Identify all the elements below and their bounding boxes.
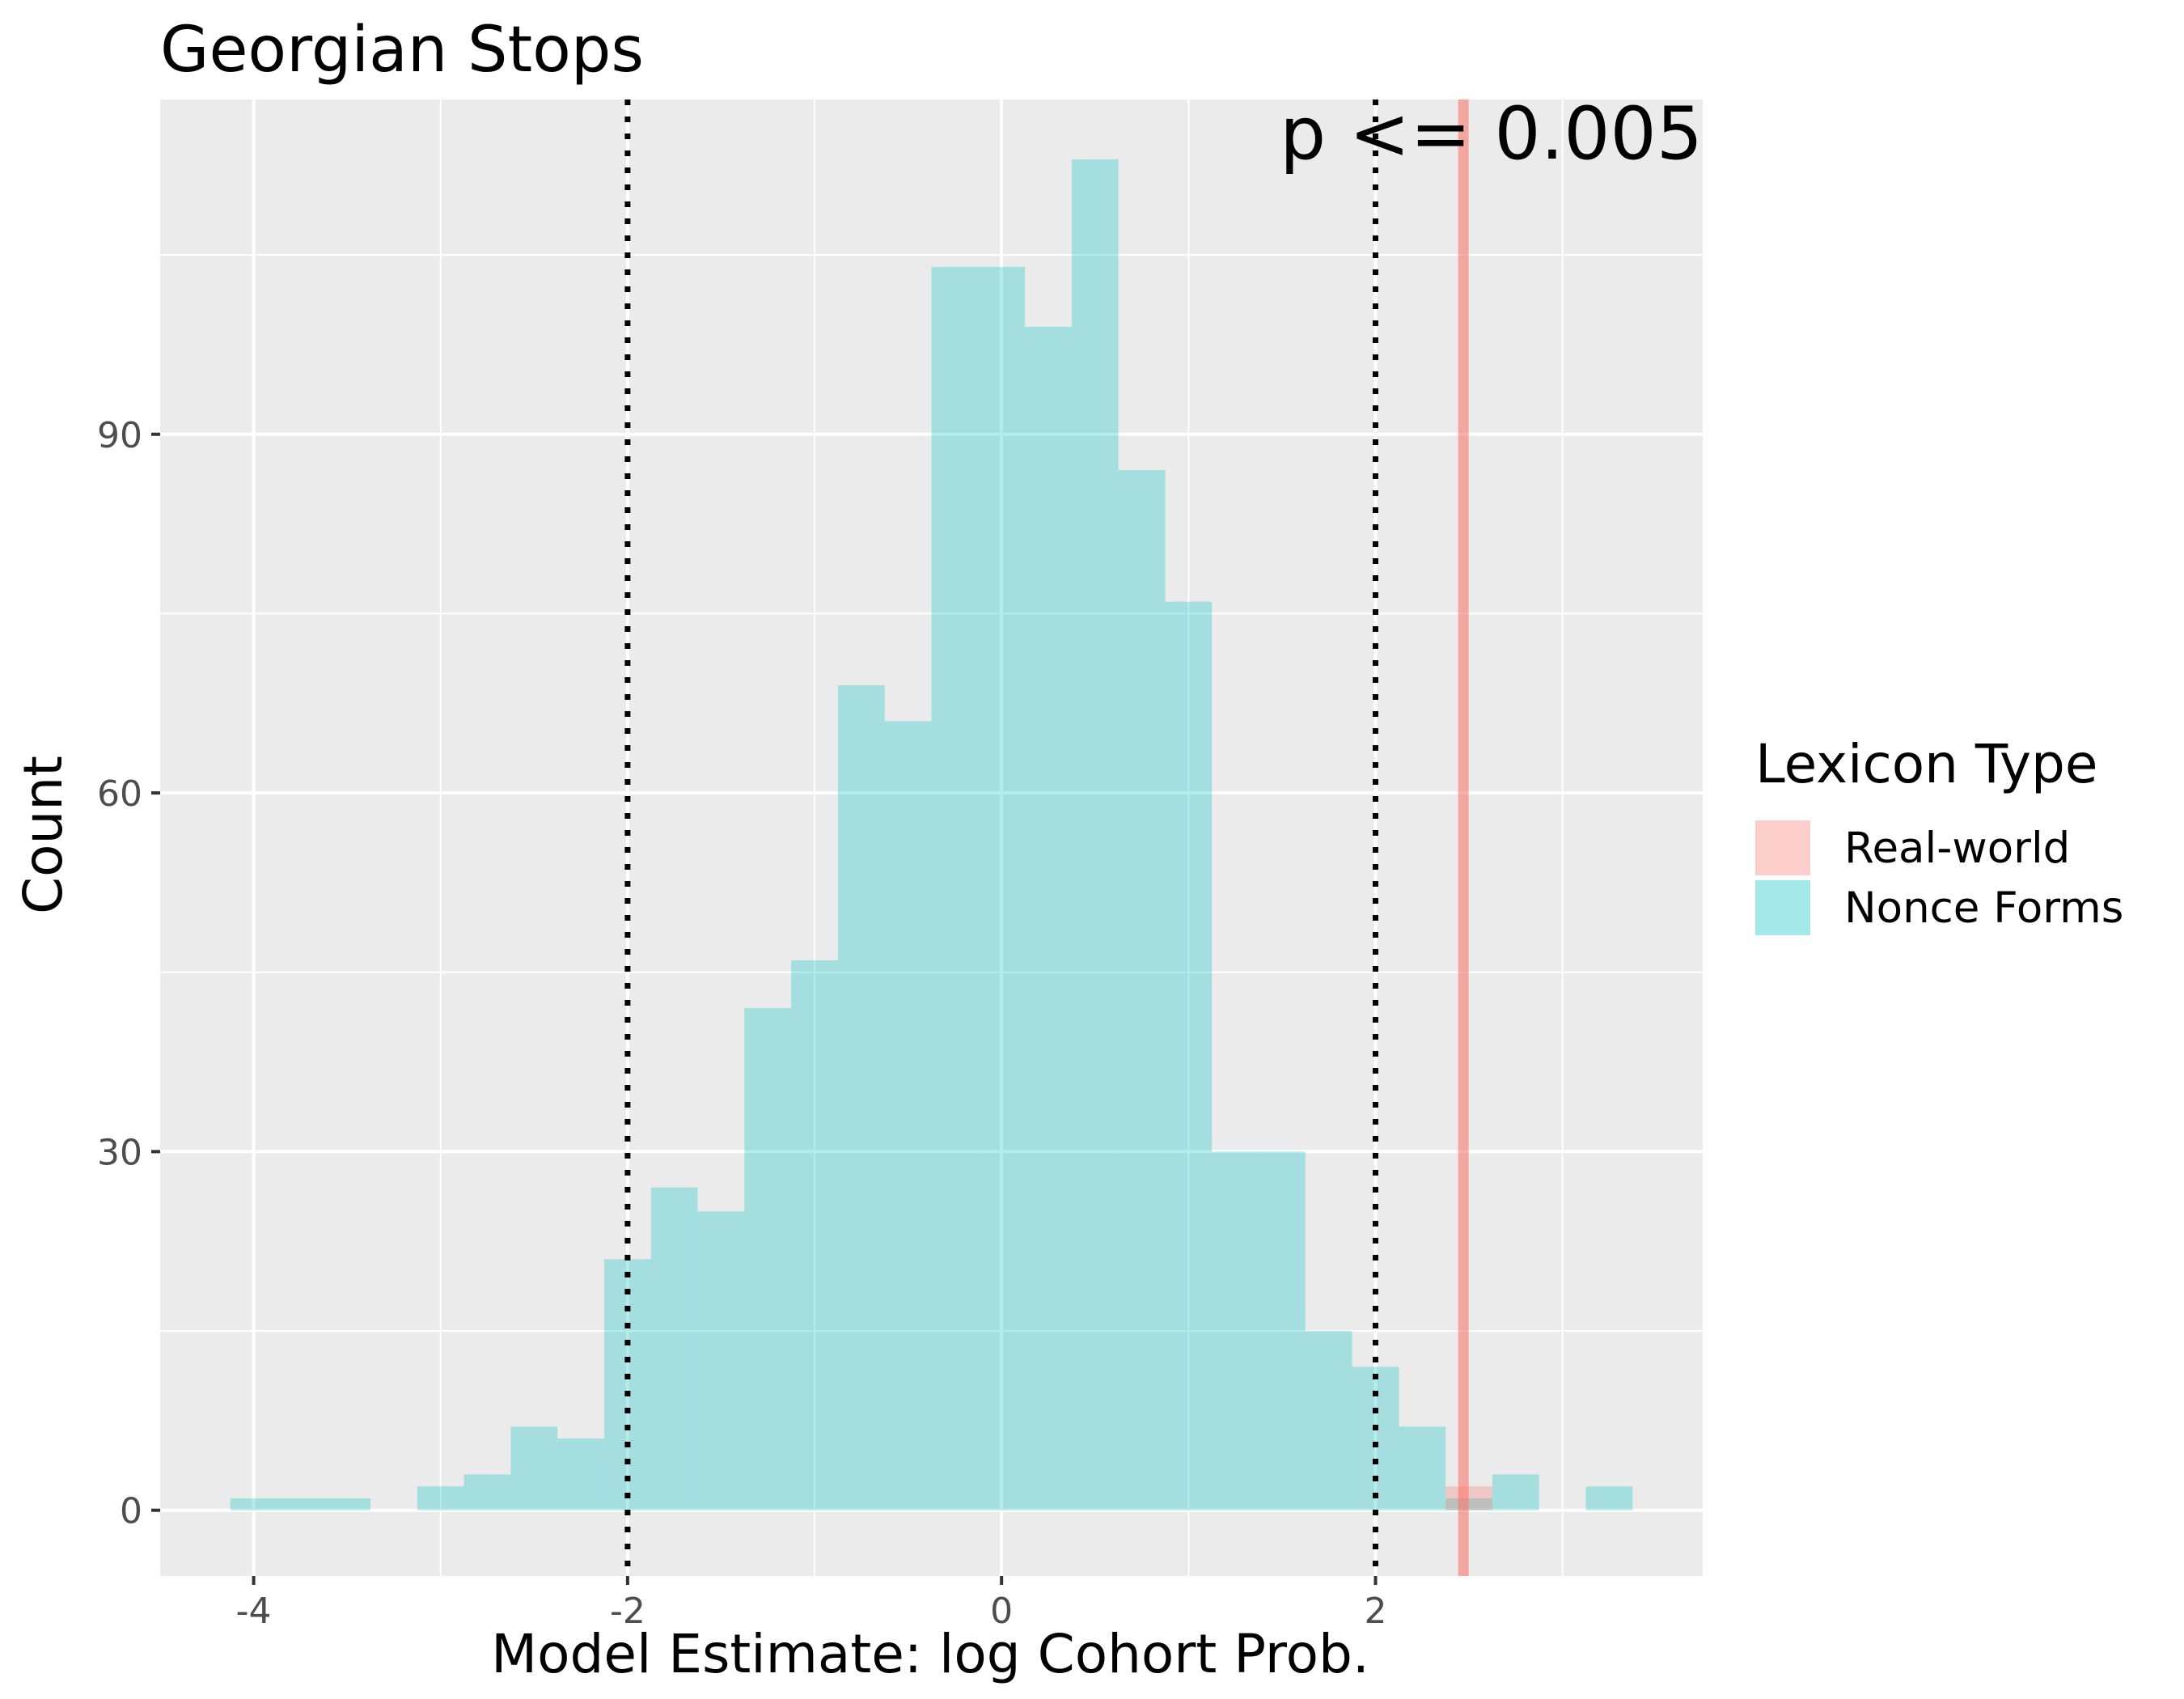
histogram-bar xyxy=(884,721,932,1510)
histogram-bar xyxy=(1305,1331,1352,1510)
y-tick-label: 0 xyxy=(120,1491,142,1532)
histogram-bar xyxy=(1445,1486,1492,1510)
histogram-bar xyxy=(324,1498,371,1510)
bars-real-world xyxy=(1445,1486,1492,1510)
y-tick-label: 90 xyxy=(97,415,142,456)
histogram-bar xyxy=(978,266,1026,1510)
annotation-layer: p <= 0.005 xyxy=(1280,91,1703,176)
histogram-bar xyxy=(510,1426,558,1510)
y-axis: 0 30 60 90 xyxy=(97,415,160,1532)
histogram-bar xyxy=(1259,1151,1306,1510)
histogram-bar xyxy=(463,1474,511,1510)
y-axis-title: Count xyxy=(12,756,74,914)
x-axis: -4 -2 0 2 xyxy=(236,1576,1386,1632)
histogram-bar xyxy=(1071,159,1119,1510)
histogram-bar xyxy=(417,1486,464,1510)
legend: Lexicon Type Real-world Nonce Forms xyxy=(1755,733,2123,935)
histogram-bar xyxy=(603,1259,651,1510)
histogram-bar xyxy=(1118,470,1166,1510)
reference-lines xyxy=(624,100,1469,1576)
histogram-bar xyxy=(837,685,885,1510)
histogram-bar xyxy=(1445,1498,1492,1510)
legend-title: Lexicon Type xyxy=(1755,733,2098,795)
x-axis-title: Model Estimate: log Cohort Prob. xyxy=(491,1623,1369,1685)
histogram-bar xyxy=(1492,1474,1539,1510)
legend-label: Nonce Forms xyxy=(1844,883,2123,933)
histogram-bar xyxy=(697,1211,745,1510)
x-tick-label: 2 xyxy=(1364,1591,1386,1632)
plot-panel xyxy=(160,100,1703,1576)
histogram-bar xyxy=(1025,326,1072,1510)
histogram-bar xyxy=(557,1438,604,1510)
grid-major xyxy=(160,100,1703,1576)
legend-swatch xyxy=(1755,880,1810,935)
bars-nonce-forms xyxy=(230,159,1633,1510)
histogram-bar xyxy=(1165,601,1213,1510)
grid-minor xyxy=(160,100,1703,1576)
y-tick-label: 60 xyxy=(97,773,142,815)
histogram-bar xyxy=(1352,1366,1399,1510)
legend-label: Real-world xyxy=(1844,824,2070,873)
x-tick-label: 0 xyxy=(990,1591,1013,1632)
histogram-bar xyxy=(650,1187,698,1510)
histogram-bar xyxy=(744,1008,792,1510)
x-tick-label: -4 xyxy=(236,1591,272,1632)
histogram-bar xyxy=(1399,1426,1446,1510)
x-tick-label: -2 xyxy=(610,1591,645,1632)
histogram-bar xyxy=(1585,1486,1633,1510)
y-tick-label: 30 xyxy=(97,1132,142,1173)
p-value-annotation: p <= 0.005 xyxy=(1280,91,1703,176)
histogram-bar xyxy=(230,1498,277,1510)
histogram-bar xyxy=(931,266,979,1510)
chart-title: Georgian Stops xyxy=(160,14,644,87)
histogram-bar xyxy=(791,960,838,1510)
histogram-bar xyxy=(1212,1151,1259,1510)
histogram-bar xyxy=(277,1498,324,1510)
legend-swatch xyxy=(1755,820,1810,875)
